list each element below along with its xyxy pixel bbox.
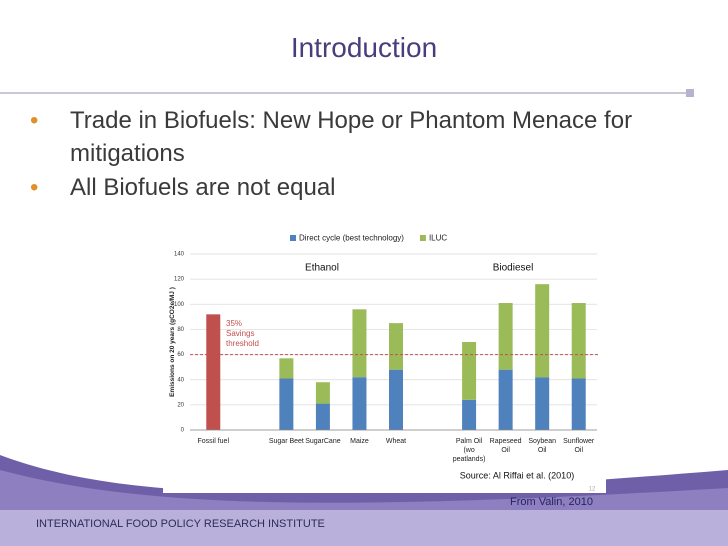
bullet: • Trade in Biofuels: New Hope or Phantom … [30,107,633,167]
x-tick-label: Palm Oil (wo peatlands) [452,438,486,463]
legend-label: Direct cycle (best technology) [299,234,404,243]
bullet-text: Trade in Biofuels: New Hope or Phantom M… [70,107,633,167]
bar-segment [352,309,367,378]
threshold-annotation: 35% Savings threshold [226,319,259,348]
y-tick-label: 60 [177,352,184,358]
bar-segment [389,369,403,430]
y-tick-label: 20 [177,402,184,408]
legend-swatch [419,235,426,241]
bar-segment [279,358,294,379]
x-tick-label: Wheat [385,438,407,445]
bar-segment [535,377,550,430]
bullet-text: All Biofuels are not equal [70,174,336,201]
bar-segment [462,342,477,400]
bar-segment [571,378,586,430]
x-tick-label: Maize [350,438,369,445]
bullet: • All Biofuels are not equal [30,174,336,201]
x-tick-label: Sugar Beet [268,438,304,445]
group-label: Ethanol [305,263,339,274]
bar-segment [389,323,403,370]
x-tick-label: Rapeseed Oil [489,438,522,454]
legend-label: ILUC [429,234,447,243]
title-rule-end [686,89,694,97]
x-tick-label: Sunflower Oil [563,438,595,454]
bar-segment [498,369,513,430]
bar-segment [462,399,477,430]
bar-segment [535,284,550,378]
bar-segment [315,382,330,404]
bar-segment [279,378,294,430]
footer: INTERNATIONAL FOOD POLICY RESEARCH INSTI… [36,518,325,530]
footer-band [0,510,728,546]
y-tick-label: 40 [177,377,184,383]
source: Source: Al Riffai et al. (2010) [460,470,574,480]
bar-segment [498,303,513,370]
credit: From Valin, 2010 [510,496,593,508]
x-tick-label: Soybean Oil [528,438,556,454]
y-tick-label: 100 [174,302,185,308]
bar-segment [352,377,367,430]
bar-segment [206,314,221,430]
y-tick-label: 120 [174,277,185,283]
legend-swatch [290,235,296,241]
bar-segment [315,403,330,430]
bar-segment [571,303,586,379]
y-tick-label: 80 [177,327,184,333]
x-tick-label: SugarCane [305,438,341,445]
group-label: Biodiesel [493,263,534,274]
page-number: 12 [589,487,596,493]
slide-title: Introduction [290,32,438,63]
y-axis-label: Emissions on 20 years (gCO2e/MJ ) [169,287,176,397]
y-tick-label: 140 [174,252,185,258]
chart-background [163,228,606,493]
x-tick-label: Fossil fuel [197,438,230,445]
y-tick-label: 0 [181,428,185,434]
